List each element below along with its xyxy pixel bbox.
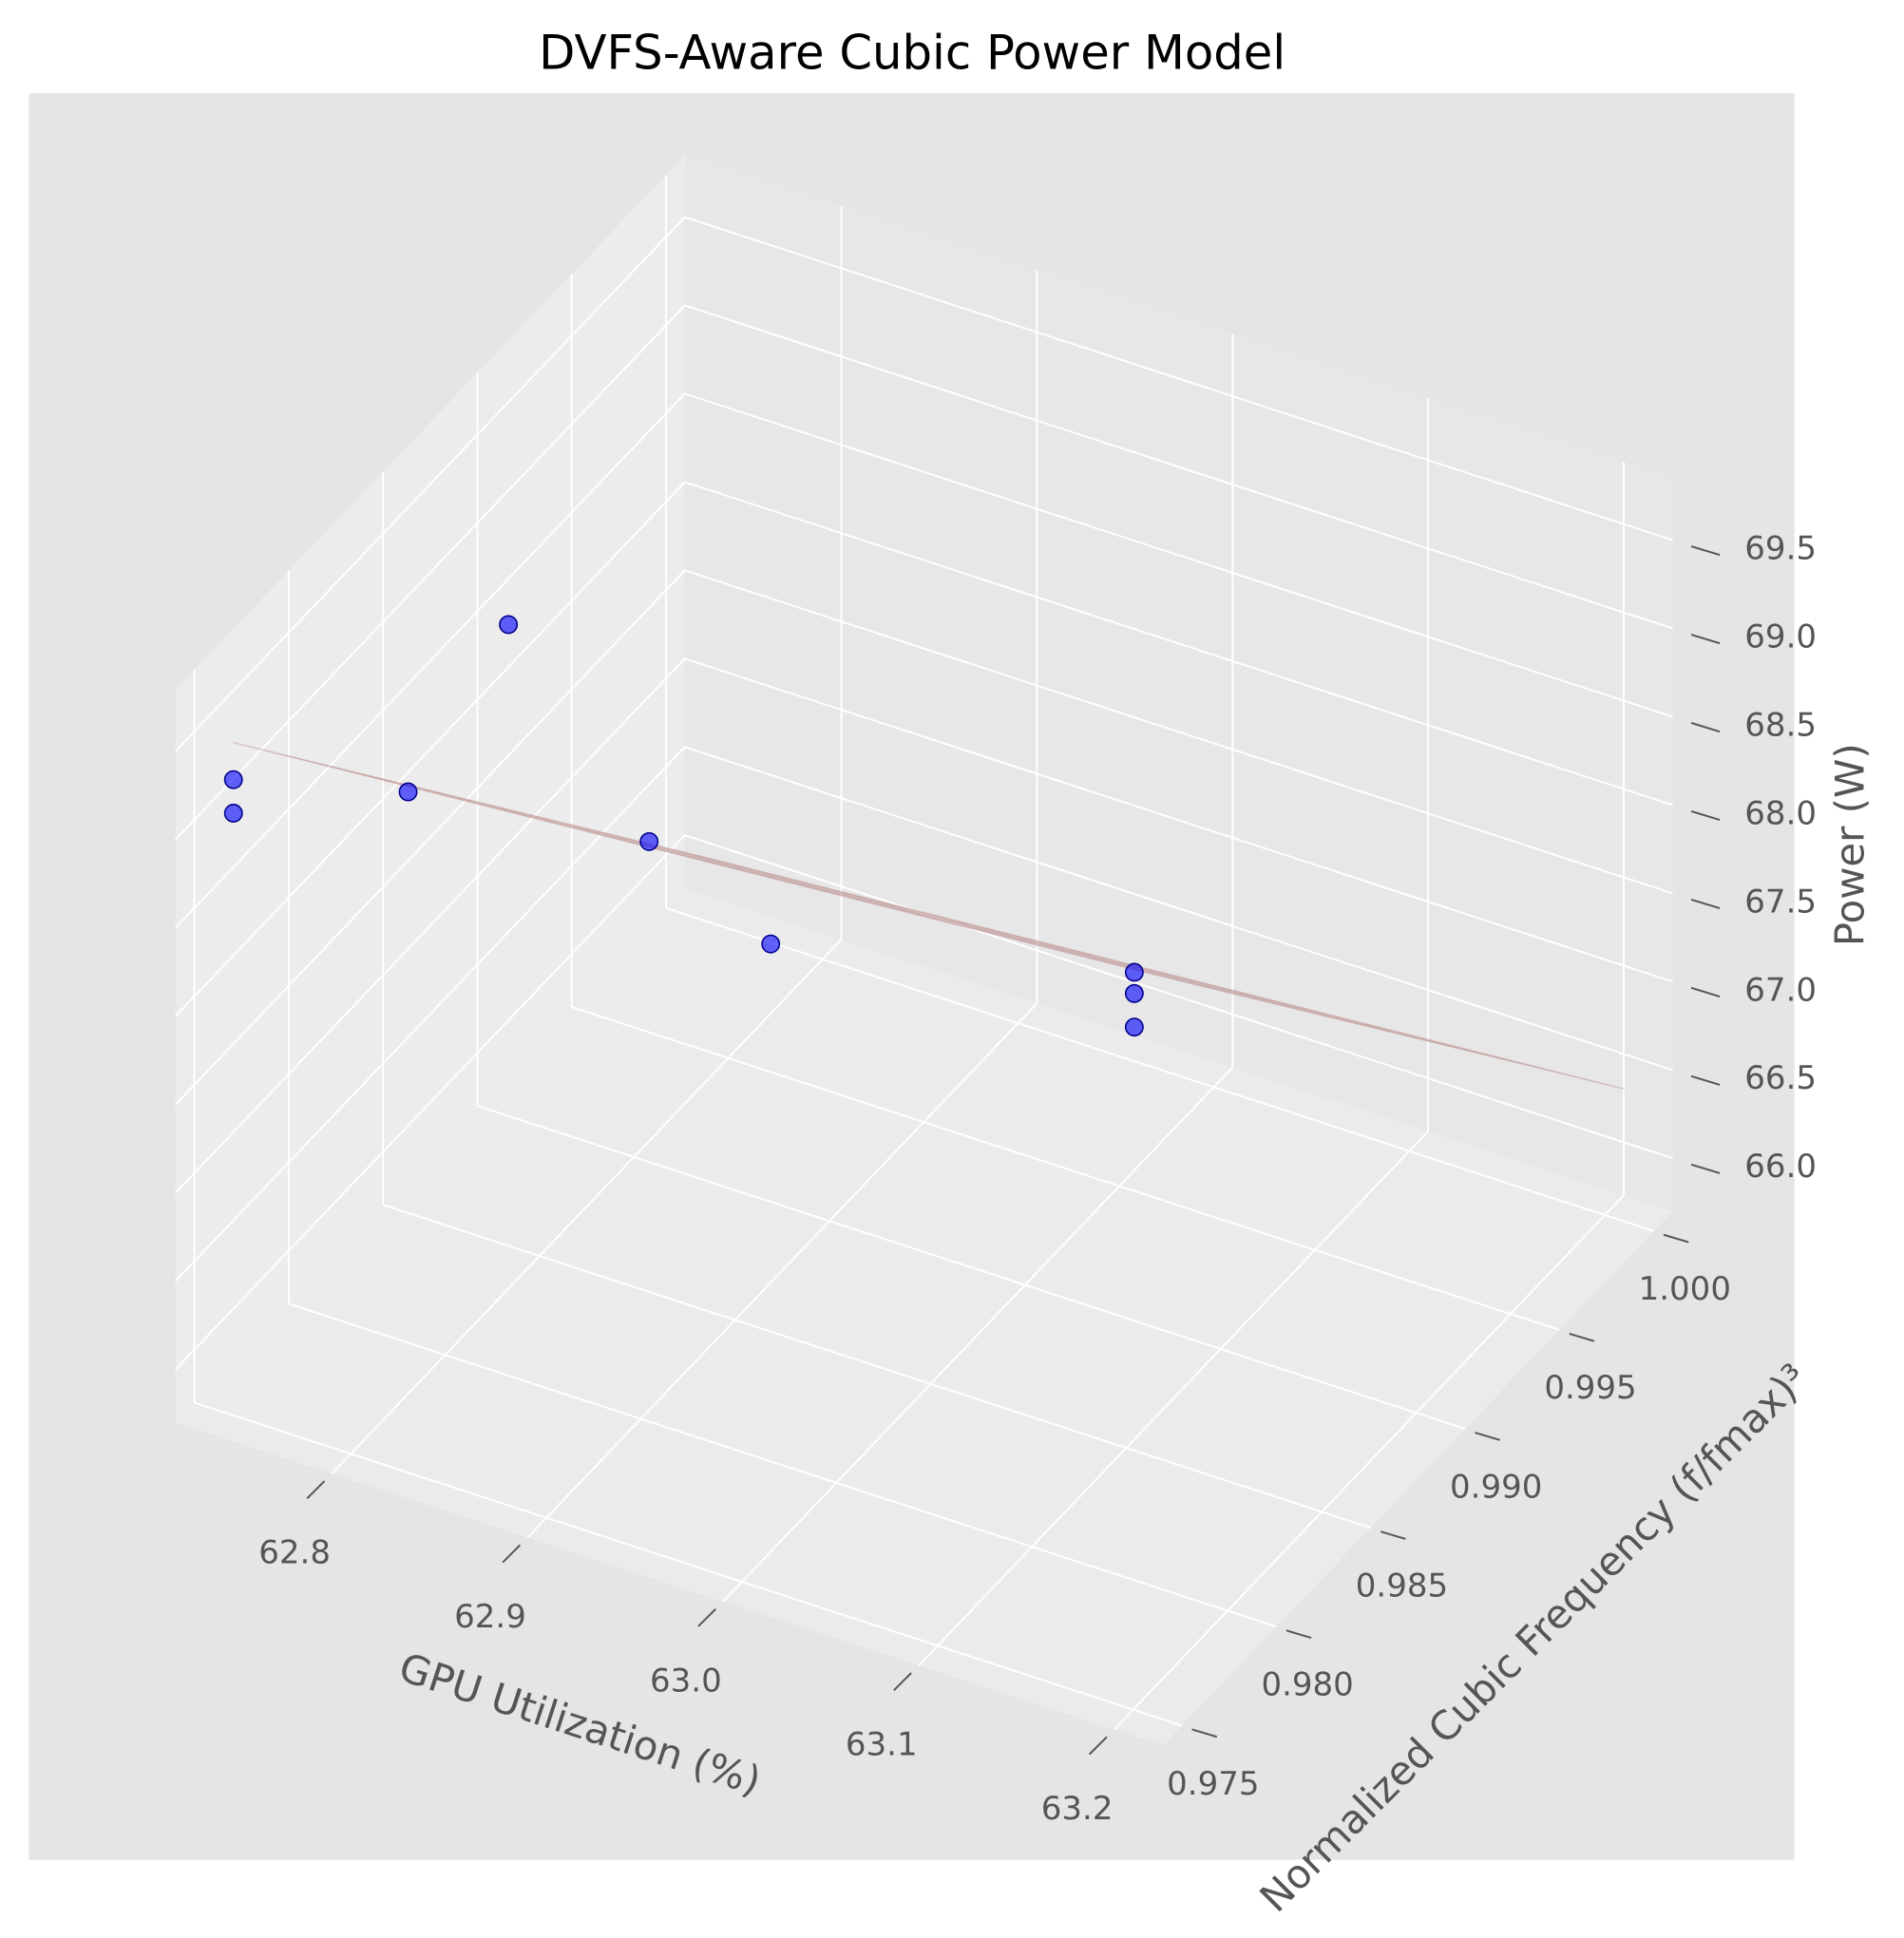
- z-tick-label: 67.0: [1744, 971, 1817, 1009]
- grid-line: [1114, 1194, 1625, 1731]
- z-tick: [1690, 545, 1721, 557]
- z-tick: [1690, 722, 1721, 733]
- grid-line: [382, 1204, 1372, 1530]
- y-tick-label: 0.990: [1450, 1468, 1542, 1506]
- x-tick: [697, 1607, 716, 1627]
- data-point: [1124, 962, 1144, 982]
- x-tick-label: 63.0: [650, 1662, 722, 1700]
- data-point: [761, 934, 781, 954]
- grid-line: [174, 481, 686, 1017]
- x-tick: [306, 1480, 326, 1500]
- z-tick: [1690, 898, 1721, 909]
- grid-line: [174, 304, 686, 841]
- grid-line: [918, 1130, 1429, 1666]
- data-point: [1124, 1017, 1144, 1037]
- y-tick: [1380, 1530, 1406, 1540]
- x-tick-label: 63.2: [1041, 1790, 1114, 1828]
- grid-line: [684, 216, 1673, 542]
- grid-line: [684, 657, 1673, 983]
- grid-line: [174, 834, 686, 1371]
- y-tick: [1475, 1432, 1500, 1441]
- grid-line: [331, 939, 843, 1474]
- pane: [684, 155, 1673, 1211]
- grid-line: [174, 392, 686, 929]
- z-tick: [1690, 634, 1721, 645]
- z-tick: [1690, 1074, 1721, 1086]
- x-tick-label: 62.8: [258, 1534, 331, 1572]
- grid-line: [174, 746, 686, 1282]
- pane: [175, 155, 685, 1423]
- grid-line: [684, 392, 1673, 718]
- grid-line: [174, 657, 686, 1194]
- grid-line: [477, 1105, 1466, 1431]
- y-tick: [1285, 1629, 1312, 1640]
- x-tick: [502, 1544, 522, 1564]
- grid-line: [684, 746, 1673, 1072]
- chart-title: DVFS-Aware Cubic Power Model: [539, 25, 1285, 80]
- y-tick-label: 0.975: [1167, 1765, 1259, 1803]
- grid-line: [684, 569, 1673, 895]
- grid-line: [684, 834, 1673, 1160]
- y-tick-label: 0.985: [1356, 1567, 1448, 1605]
- x-tick-label: 62.9: [454, 1598, 526, 1636]
- x-tick-label: 63.1: [846, 1726, 918, 1764]
- z-tick-label: 67.5: [1744, 883, 1817, 921]
- grid-line: [684, 304, 1673, 630]
- grid-line: [194, 1401, 1183, 1727]
- x-tick: [1088, 1736, 1108, 1756]
- z-tick-label: 66.0: [1744, 1148, 1817, 1186]
- grid-line: [684, 481, 1673, 807]
- data-point: [223, 804, 243, 823]
- grid-line: [526, 1002, 1038, 1539]
- x-tick: [893, 1672, 912, 1691]
- z-tick-label: 69.5: [1744, 529, 1817, 567]
- z-tick-label: 66.5: [1744, 1059, 1817, 1097]
- grid-line: [174, 216, 686, 752]
- z-tick-label: 68.5: [1744, 706, 1817, 744]
- grid-line: [722, 1066, 1233, 1603]
- data-point: [639, 831, 659, 851]
- pane: [175, 888, 1673, 1746]
- z-tick: [1690, 986, 1721, 998]
- y-tick: [1569, 1332, 1595, 1342]
- z-tick-label: 68.0: [1744, 794, 1817, 832]
- y-tick: [1191, 1728, 1218, 1738]
- grid-line: [288, 1302, 1277, 1628]
- z-axis-label: Power (W): [1827, 743, 1874, 946]
- grid-line: [571, 1006, 1560, 1331]
- y-tick-label: 0.980: [1261, 1666, 1353, 1704]
- grid-line: [174, 569, 686, 1106]
- z-tick: [1690, 1163, 1721, 1174]
- y-tick: [1663, 1233, 1689, 1244]
- data-point: [1124, 983, 1144, 1003]
- y-tick-label: 1.000: [1639, 1270, 1731, 1308]
- data-point: [223, 770, 243, 789]
- grid-line: [665, 906, 1654, 1232]
- data-point: [398, 782, 418, 802]
- z-tick: [1690, 810, 1721, 822]
- y-tick-label: 0.995: [1544, 1369, 1636, 1407]
- z-tick-label: 69.0: [1744, 618, 1817, 656]
- data-point: [499, 615, 519, 635]
